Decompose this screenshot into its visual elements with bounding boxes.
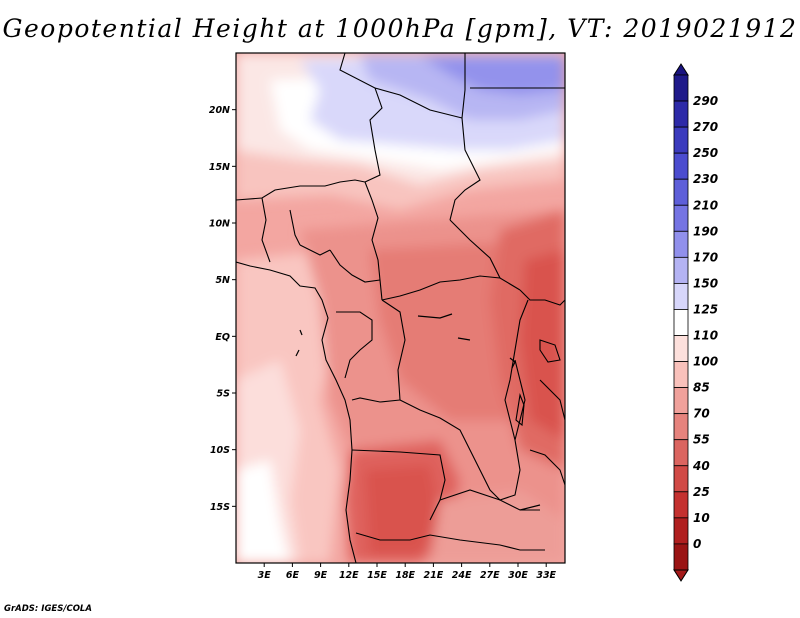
colorbar-segment bbox=[673, 282, 689, 310]
colorbar-level-label: 25 bbox=[693, 485, 710, 499]
chart-title: Geopotential Height at 1000hPa [gpm], VT… bbox=[2, 14, 798, 43]
colorbar-segment bbox=[673, 178, 689, 206]
colorbar-segment bbox=[673, 126, 689, 154]
colorbar-level-label: 290 bbox=[693, 94, 718, 108]
colorbar-segment bbox=[673, 335, 689, 362]
colorbar-level-label: 70 bbox=[693, 407, 710, 421]
colorbar-segment bbox=[673, 152, 689, 180]
height-field bbox=[236, 53, 565, 563]
lon-tick-label: 3E bbox=[258, 570, 272, 581]
colorbar-segment bbox=[673, 361, 689, 388]
colorbar-level-label: 0 bbox=[693, 537, 701, 551]
lat-tick-label: 10N bbox=[209, 219, 230, 230]
colorbar-level-label: 210 bbox=[693, 198, 718, 212]
lon-tick-label: 9E bbox=[314, 570, 328, 581]
colorbar-level-label: 270 bbox=[693, 120, 718, 134]
colorbar-segment bbox=[673, 517, 689, 545]
lon-tick-label: 33E bbox=[536, 570, 556, 581]
lat-tick-label: EQ bbox=[215, 332, 230, 343]
colorbar-level-label: 55 bbox=[693, 433, 710, 447]
lat-tick-label: 5S bbox=[217, 389, 231, 400]
lon-tick-label: 27E bbox=[480, 570, 500, 581]
colorbar-level-label: 40 bbox=[692, 459, 710, 473]
colorbar-level-label: 125 bbox=[693, 302, 718, 316]
colorbar-segment bbox=[673, 439, 689, 467]
colorbar-top-arrow bbox=[673, 63, 689, 76]
lat-tick-label: 20N bbox=[209, 105, 230, 116]
colorbar: 2902702502302101901701501251101008570554… bbox=[673, 63, 718, 582]
grads-credit: GrADS: IGES/COLA bbox=[4, 604, 92, 614]
colorbar-level-label: 150 bbox=[693, 276, 718, 290]
colorbar-level-label: 190 bbox=[693, 224, 718, 238]
colorbar-level-label: 170 bbox=[693, 250, 718, 264]
colorbar-segment bbox=[673, 309, 689, 336]
lon-tick-label: 30E bbox=[508, 570, 528, 581]
colorbar-segment bbox=[673, 100, 689, 128]
lat-tick-label: 15N bbox=[209, 162, 230, 173]
lat-tick-label: 15S bbox=[210, 502, 230, 513]
colorbar-level-label: 250 bbox=[693, 146, 718, 160]
colorbar-bottom-arrow bbox=[673, 569, 689, 582]
colorbar-segment bbox=[673, 413, 689, 441]
colorbar-level-label: 85 bbox=[693, 381, 710, 395]
lon-tick-label: 18E bbox=[395, 570, 415, 581]
map-frame bbox=[235, 52, 566, 564]
lon-tick-label: 24E bbox=[452, 570, 472, 581]
lon-tick-label: 6E bbox=[286, 570, 300, 581]
colorbar-level-label: 110 bbox=[693, 329, 718, 343]
lon-tick-label: 12E bbox=[339, 570, 359, 581]
lon-tick-label: 15E bbox=[367, 570, 387, 581]
colorbar-segment bbox=[673, 543, 689, 571]
colorbar-segment bbox=[673, 74, 689, 102]
colorbar-level-label: 100 bbox=[693, 355, 718, 369]
colorbar-segment bbox=[673, 256, 689, 284]
colorbar-segment bbox=[673, 204, 689, 232]
colorbar-segment bbox=[673, 387, 689, 415]
country-borders bbox=[236, 53, 565, 563]
lon-tick-label: 21E bbox=[424, 570, 444, 581]
lat-tick-label: 10S bbox=[210, 445, 230, 456]
lakes bbox=[295, 313, 541, 511]
lat-tick-label: 5N bbox=[215, 275, 230, 286]
axis-ticks: 20N 15N 10N 5N EQ 5S 10S 15S 3E 6E 9E 12E 15E 18E 21E 2… bbox=[209, 105, 557, 581]
colorbar-segment bbox=[673, 230, 689, 258]
colorbar-segment bbox=[673, 491, 689, 519]
colorbar-segment bbox=[673, 465, 689, 493]
colorbar-level-label: 10 bbox=[693, 511, 710, 525]
colorbar-level-label: 230 bbox=[693, 172, 718, 186]
